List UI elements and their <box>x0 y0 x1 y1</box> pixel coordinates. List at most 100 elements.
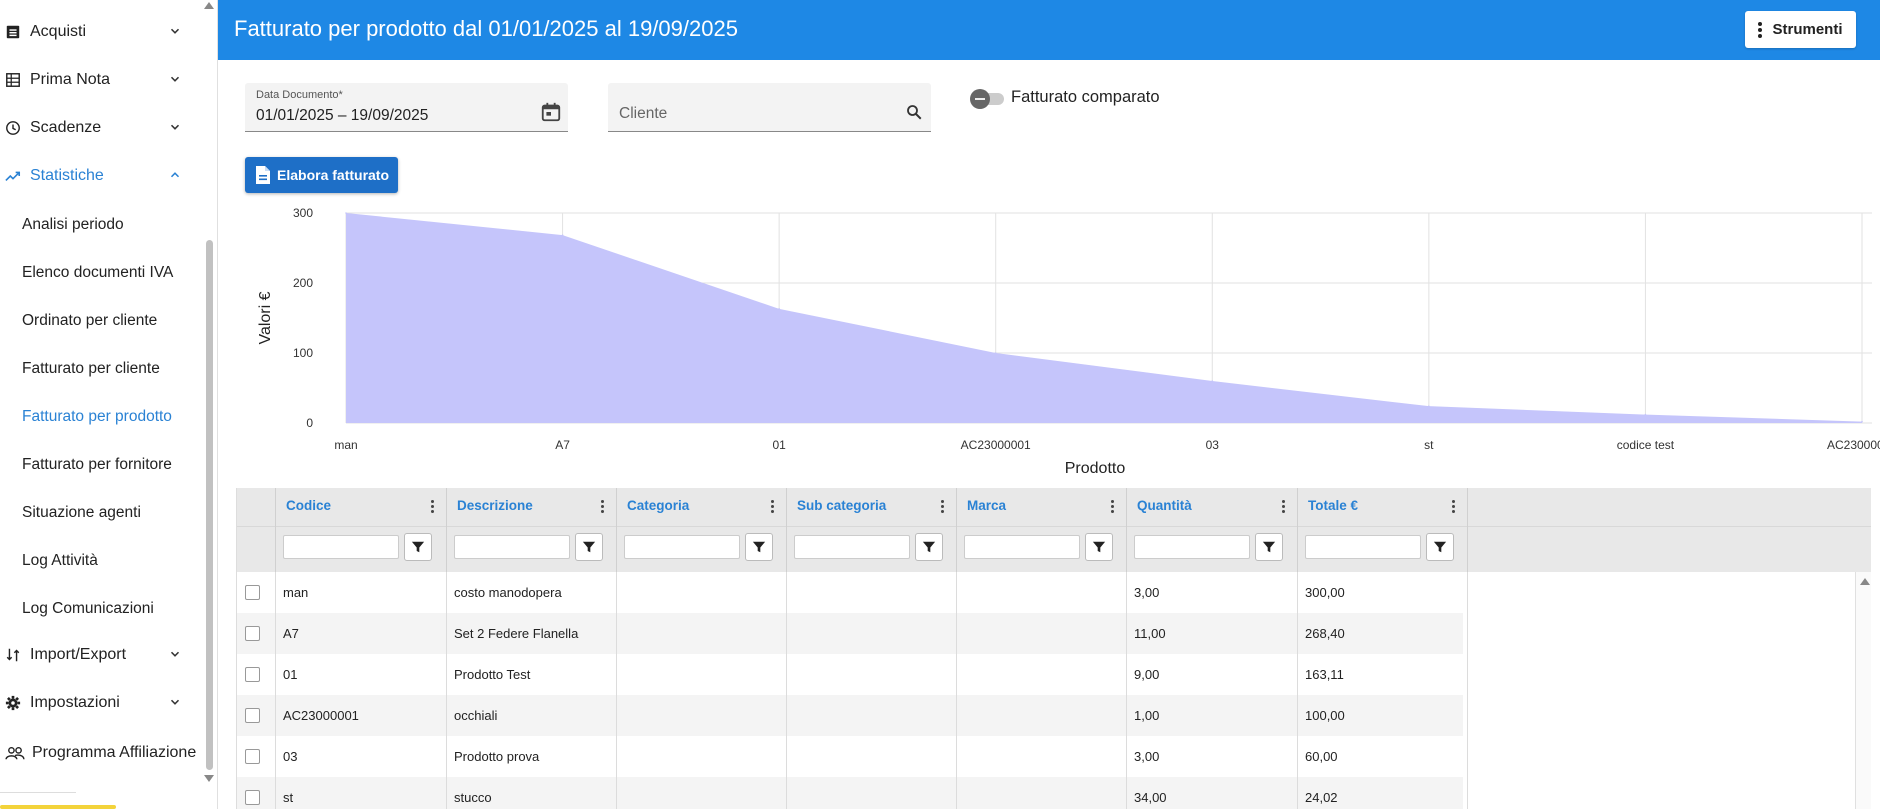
filter-icon[interactable] <box>575 533 603 561</box>
sidebar-item-statistiche[interactable]: Statistiche <box>0 156 200 196</box>
column-header-label[interactable]: Categoria <box>627 498 690 513</box>
row-checkbox[interactable] <box>245 708 260 723</box>
chevron-down-icon[interactable] <box>168 695 184 711</box>
sidebar-item-import-export[interactable]: Import/Export <box>0 635 200 675</box>
sidebar-subitem-log-attivita[interactable]: Log Attività <box>22 552 98 569</box>
data-point[interactable] <box>345 212 347 214</box>
tools-button[interactable]: Strumenti <box>1745 11 1856 48</box>
filter-icon[interactable] <box>745 533 773 561</box>
column-header[interactable]: Codice <box>275 488 446 572</box>
row-end-border <box>1467 736 1468 777</box>
calendar-icon[interactable] <box>540 101 562 123</box>
sidebar-scroll-thumb[interactable] <box>206 240 213 770</box>
sidebar-subitem-fatturato-per-cliente[interactable]: Fatturato per cliente <box>22 360 160 377</box>
column-menu-icon[interactable] <box>431 500 434 513</box>
sidebar-item-scadenze[interactable]: Scadenze <box>0 108 200 148</box>
column-header[interactable]: Quantità <box>1126 488 1297 572</box>
y-tick-label: 200 <box>293 276 313 290</box>
chevron-down-icon[interactable] <box>168 24 184 40</box>
column-menu-icon[interactable] <box>771 500 774 513</box>
column-menu-icon[interactable] <box>1282 500 1285 513</box>
table-cell: 11,00 <box>1126 613 1297 654</box>
table-row[interactable]: AC23000001 occhiali 1,00 100,00 <box>237 695 1468 736</box>
search-icon[interactable] <box>905 103 923 121</box>
table-cell <box>616 777 786 809</box>
column-header[interactable]: Sub categoria <box>786 488 956 572</box>
column-filter-input[interactable] <box>794 535 910 559</box>
sidebar-item-acquisti[interactable]: Acquisti <box>0 12 200 52</box>
row-checkbox[interactable] <box>245 626 260 641</box>
sidebar-subitem-ordinato-per-cliente[interactable]: Ordinato per cliente <box>22 312 158 329</box>
column-header[interactable]: Marca <box>956 488 1126 572</box>
column-filter-input[interactable] <box>283 535 399 559</box>
table-row[interactable]: st stucco 34,00 24,02 <box>237 777 1468 809</box>
sidebar-subitem-fatturato-per-prodotto[interactable]: Fatturato per prodotto <box>22 408 172 425</box>
column-menu-icon[interactable] <box>1452 500 1455 513</box>
y-tick-label: 0 <box>306 416 313 430</box>
row-checkbox[interactable] <box>245 790 260 805</box>
column-header-label[interactable]: Marca <box>967 498 1007 513</box>
column-filter-input[interactable] <box>454 535 570 559</box>
filter-icon[interactable] <box>1085 533 1113 561</box>
column-header[interactable]: Totale € <box>1297 488 1467 572</box>
column-header[interactable]: Categoria <box>616 488 786 572</box>
column-header-label[interactable]: Sub categoria <box>797 498 887 513</box>
table-cell: man <box>275 572 446 613</box>
data-point[interactable] <box>994 352 997 354</box>
sidebar-subitem-analisi-periodo[interactable]: Analisi periodo <box>22 216 124 233</box>
column-menu-icon[interactable] <box>601 500 604 513</box>
sidebar-subitem-log-comunicazioni[interactable]: Log Comunicazioni <box>22 600 154 617</box>
row-end-border <box>1467 695 1468 736</box>
column-header-label[interactable]: Descrizione <box>457 498 533 513</box>
data-point[interactable] <box>561 234 564 236</box>
sidebar-item-prima-nota[interactable]: Prima Nota <box>0 60 200 100</box>
y-axis-label: Valori € <box>257 291 274 344</box>
date-range-field[interactable]: Data Documento* 01/01/2025 – 19/09/2025 <box>245 83 568 132</box>
chevron-down-icon[interactable] <box>168 120 184 136</box>
table-cell <box>956 613 1126 654</box>
row-checkbox[interactable] <box>245 749 260 764</box>
data-point[interactable] <box>1211 380 1214 382</box>
row-checkbox[interactable] <box>245 667 260 682</box>
fatturato-comparato-label: Fatturato comparato <box>1011 88 1160 106</box>
column-filter-input[interactable] <box>1134 535 1250 559</box>
table-row[interactable]: A7 Set 2 Federe Flanella 11,00 268,40 <box>237 613 1468 654</box>
column-header-label[interactable]: Codice <box>286 498 332 513</box>
sidebar-subitem-fatturato-per-fornitore[interactable]: Fatturato per fornitore <box>22 456 172 473</box>
column-header[interactable]: Descrizione <box>446 488 616 572</box>
filter-icon[interactable] <box>1255 533 1283 561</box>
elabora-fatturato-button[interactable]: Elabora fatturato <box>245 157 398 193</box>
data-point[interactable] <box>1644 413 1647 416</box>
scroll-up-arrow-icon[interactable] <box>1860 578 1870 585</box>
chevron-down-icon[interactable] <box>168 72 184 88</box>
row-checkbox[interactable] <box>245 585 260 600</box>
chevron-down-icon[interactable] <box>168 647 184 663</box>
column-filter-input[interactable] <box>624 535 740 559</box>
data-point[interactable] <box>1861 420 1863 423</box>
table-row[interactable]: 01 Prodotto Test 9,00 163,11 <box>237 654 1468 695</box>
column-header-label[interactable]: Totale € <box>1308 498 1359 513</box>
cliente-field[interactable]: Cliente <box>608 83 931 132</box>
table-row[interactable]: 03 Prodotto prova 3,00 60,00 <box>237 736 1468 777</box>
table-cell <box>616 572 786 613</box>
filter-icon[interactable] <box>404 533 432 561</box>
column-menu-icon[interactable] <box>1111 500 1114 513</box>
filter-icon[interactable] <box>915 533 943 561</box>
column-filter-input[interactable] <box>1305 535 1421 559</box>
fatturato-comparato-toggle[interactable] <box>970 88 1006 109</box>
chevron-up-icon[interactable] <box>168 168 184 184</box>
sidebar-item-programma-affiliazione[interactable]: Programma Affiliazione <box>0 733 200 773</box>
filter-icon[interactable] <box>1426 533 1454 561</box>
table-row[interactable]: man costo manodopera 3,00 300,00 <box>237 572 1468 613</box>
sidebar-subitem-elenco-documenti-iva[interactable]: Elenco documenti IVA <box>22 264 174 281</box>
column-menu-icon[interactable] <box>941 500 944 513</box>
column-filter-input[interactable] <box>964 535 1080 559</box>
data-point[interactable] <box>778 308 780 310</box>
sidebar-item-impostazioni[interactable]: Impostazioni <box>0 683 200 723</box>
data-point[interactable] <box>1428 405 1430 407</box>
table-scrollbar[interactable] <box>1855 572 1871 809</box>
sidebar-subitem-situazione-agenti[interactable]: Situazione agenti <box>22 504 141 521</box>
scroll-down-arrow-icon[interactable] <box>204 775 214 782</box>
column-header-label[interactable]: Quantità <box>1137 498 1192 513</box>
scroll-up-arrow-icon[interactable] <box>204 2 214 9</box>
